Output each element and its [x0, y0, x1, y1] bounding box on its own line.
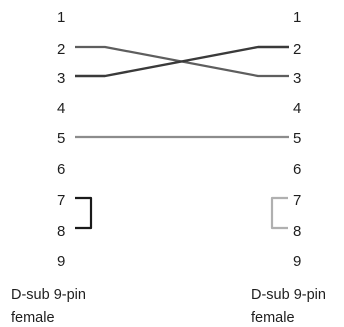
wire-left3-to-right2 [75, 45, 289, 78]
left-caption-line1: D-sub 9-pin [11, 287, 86, 303]
left-pin-7: 7 [57, 192, 65, 209]
right-connector-caption: D-sub 9-pin female [251, 287, 326, 326]
left-pin-6: 6 [57, 161, 65, 178]
right-pin-6: 6 [293, 161, 301, 178]
right-pin-8: 8 [293, 223, 301, 240]
left-pin-9: 9 [57, 253, 65, 270]
right-pin-5: 5 [293, 130, 301, 147]
left-pin-1: 1 [57, 9, 65, 26]
right-pin-labels: 1 2 3 4 5 6 7 8 9 [293, 9, 301, 270]
left-pin-8: 8 [57, 223, 65, 240]
left-pin-2: 2 [57, 41, 65, 58]
right-pin-3: 3 [293, 70, 301, 87]
left-pin-5: 5 [57, 130, 65, 147]
left-connector-caption: D-sub 9-pin female [11, 287, 86, 326]
right-pin-9: 9 [293, 253, 301, 270]
left-pin-4: 4 [57, 100, 65, 117]
right-caption-line1: D-sub 9-pin [251, 287, 326, 303]
left-loopback-7-8 [75, 196, 93, 230]
right-pin-7: 7 [293, 192, 301, 209]
left-caption-line2: female [11, 310, 55, 326]
right-pin-2: 2 [293, 41, 301, 58]
right-loopback-7-8 [270, 196, 288, 230]
left-pin-3: 3 [57, 70, 65, 87]
right-pin-1: 1 [293, 9, 301, 26]
right-caption-line2: female [251, 310, 295, 326]
right-pin-4: 4 [293, 100, 301, 117]
left-pin-labels: 1 2 3 4 5 6 7 8 9 [57, 9, 65, 270]
wires [75, 45, 289, 230]
